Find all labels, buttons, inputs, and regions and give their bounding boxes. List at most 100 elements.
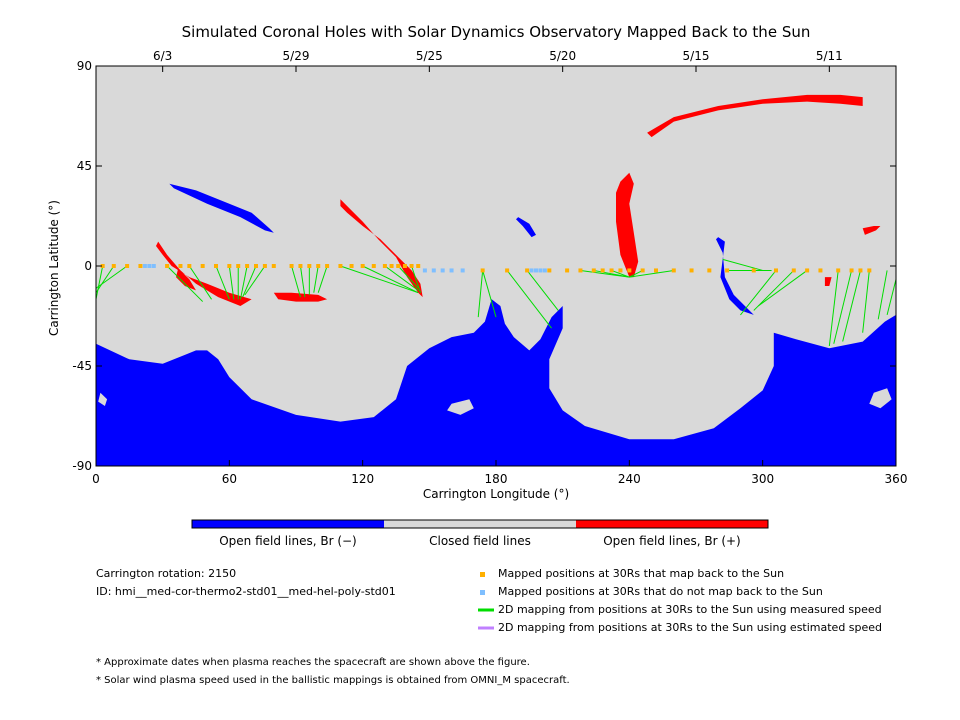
measured-speed-line xyxy=(95,265,104,300)
mapped-point xyxy=(805,268,810,273)
unmapped-point xyxy=(142,264,147,268)
mapped-point xyxy=(836,268,841,273)
closed-field-island xyxy=(98,392,108,406)
x-tick-label: 180 xyxy=(485,472,508,486)
unmapped-point xyxy=(460,268,465,273)
x-tick-label: 60 xyxy=(222,472,237,486)
mapped-point xyxy=(565,268,570,273)
y-tick-label: 0 xyxy=(84,259,92,273)
mapped-point xyxy=(774,268,778,273)
open-negative-region xyxy=(96,299,896,466)
blue-square-icon xyxy=(480,590,485,595)
mapped-point xyxy=(525,268,530,273)
mapped-point xyxy=(214,264,218,268)
mapped-point xyxy=(609,268,614,273)
open-positive-region xyxy=(340,199,423,298)
mapped-point xyxy=(671,268,676,273)
measured-speed-line xyxy=(629,269,643,278)
colorbar xyxy=(191,519,769,529)
measured-speed-line xyxy=(291,265,301,298)
mapped-point xyxy=(818,268,823,273)
measured-speed-line xyxy=(722,258,763,271)
mapped-point xyxy=(751,268,756,273)
mapped-point xyxy=(600,268,605,273)
mapped-point xyxy=(289,264,294,268)
mapped-point xyxy=(325,264,330,268)
y-tick-label: 90 xyxy=(77,59,92,73)
date-tick-label: 6/3 xyxy=(153,49,172,63)
measured-speed-line xyxy=(397,265,419,289)
measured-speed-line xyxy=(242,265,257,298)
colorbar-label-closed: Closed field lines xyxy=(429,534,531,548)
open-positive-region xyxy=(862,226,881,235)
axes: 0 60 120 180 240 300 360 90 45 0 -45 -90 6/3 5/29 5/25… xyxy=(72,49,907,486)
mapped-point xyxy=(371,264,376,268)
colorbar-positive xyxy=(576,520,768,528)
mapped-point xyxy=(389,264,394,268)
unmapped-point xyxy=(440,268,445,273)
mapped-point xyxy=(725,268,730,273)
measured-speed-line xyxy=(611,269,630,278)
measured-speed-line xyxy=(244,265,266,296)
measured-speed-line xyxy=(317,265,328,293)
measured-speed-line xyxy=(833,270,853,344)
measured-speed-line xyxy=(340,265,419,294)
measured-speed-line xyxy=(526,270,559,311)
x-tick-label: 360 xyxy=(885,472,908,486)
mapped-point xyxy=(338,264,343,268)
mapped-point xyxy=(236,264,241,268)
unmapped-point xyxy=(534,268,538,273)
measured-speed-line xyxy=(629,269,674,278)
unmapped-point xyxy=(449,268,454,273)
colorbar-label-positive: Open field lines, Br (+) xyxy=(603,534,741,548)
measured-speed-line xyxy=(506,270,552,329)
measured-speed-line xyxy=(862,270,870,333)
measured-speed-line xyxy=(482,270,497,318)
mapped-point xyxy=(654,268,658,273)
footnote-dates: * Approximate dates when plasma reaches … xyxy=(96,657,530,668)
measured-speed-line xyxy=(477,270,484,318)
mapped-point xyxy=(245,264,250,268)
mapped-point xyxy=(138,264,143,268)
mapped-point xyxy=(307,264,312,268)
mapped-point xyxy=(791,268,796,273)
measured-speed-line xyxy=(593,269,630,278)
measured-speed-line xyxy=(239,265,248,300)
open-positive-region xyxy=(824,277,832,286)
mapped-point xyxy=(547,268,552,273)
mapped-point xyxy=(858,268,863,273)
measured-speed-line xyxy=(228,265,235,300)
closed-field-island xyxy=(869,388,892,409)
date-tick-label: 5/20 xyxy=(549,49,576,63)
mapped-point xyxy=(627,268,632,273)
footnote-speed-source: * Solar wind plasma speed used in the ba… xyxy=(96,675,570,686)
purple-line-icon xyxy=(478,626,494,630)
measured-speed-line xyxy=(313,265,319,293)
mapped-point xyxy=(316,264,321,268)
date-tick-label: 5/29 xyxy=(283,49,310,63)
measured-speed-line xyxy=(411,265,421,293)
y-tick-label: -45 xyxy=(72,359,92,373)
open-positive-region xyxy=(156,241,252,306)
mapped-point xyxy=(849,268,854,273)
mapped-point xyxy=(298,264,303,268)
mapped-point xyxy=(867,268,872,273)
mapped-point xyxy=(505,268,510,273)
measured-speed-line xyxy=(166,265,204,302)
unmapped-point xyxy=(151,264,156,268)
measured-speed-line xyxy=(95,265,128,289)
measured-speed-line xyxy=(740,270,777,316)
measured-speed-line xyxy=(362,265,419,294)
legend-label: Mapped positions at 30Rs that do not map… xyxy=(498,585,823,598)
mapped-point xyxy=(178,264,183,268)
open-negative-region xyxy=(716,237,754,315)
measured-speed-line xyxy=(188,265,212,300)
open-negative-region xyxy=(169,183,274,233)
mapped-point xyxy=(402,264,407,268)
mapped-point xyxy=(111,264,116,268)
carrington-rotation-text: Carrington rotation: 2150 xyxy=(96,567,237,580)
y-tick-label: -90 xyxy=(72,459,92,473)
mapped-point xyxy=(640,268,645,273)
mapped-point xyxy=(480,268,485,273)
mapped-point xyxy=(187,264,192,268)
